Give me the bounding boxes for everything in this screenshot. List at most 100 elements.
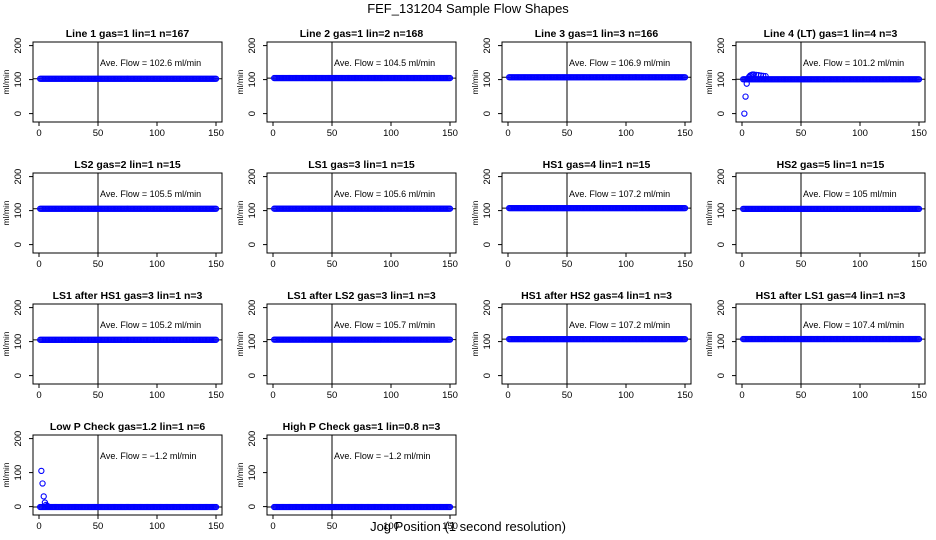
y-tick-label: 200 [13,431,24,447]
x-tick-label: 50 [562,128,573,139]
y-axis-label: ml/min [1,69,11,94]
panel-3: Line 3 gas=1 lin=3 n=166 ml/min 0 100 200 0 50… [470,28,693,139]
y-tick-label: 200 [247,169,258,185]
x-tick-label: 50 [327,259,338,270]
x-tick-label: 50 [796,128,807,139]
y-axis-label: ml/min [704,331,714,356]
x-tick-label: 50 [327,390,338,401]
plot-frame [32,303,223,385]
panel-9: LS1 after HS1 gas=3 lin=1 n=3 ml/min 0 100 2… [1,290,224,401]
x-tick-label: 0 [270,521,275,532]
plot-frame [735,41,926,123]
y-tick-label: 200 [716,300,727,316]
y-tick-label: 0 [482,242,493,247]
plot-frame [32,41,223,123]
panel-title: High P Check gas=1 lin=0.8 n=3 [283,421,441,433]
series-points [37,205,220,212]
plot-frame [32,172,223,254]
y-tick-label: 0 [247,242,258,247]
average-flow-annotation: Ave. Flow = 107.2 ml/min [569,189,670,199]
x-tick-label: 150 [208,259,224,270]
y-tick-label: 0 [13,111,24,116]
y-tick-label: 200 [247,38,258,54]
y-tick-label: 100 [13,334,24,350]
panel-title: HS2 gas=5 lin=1 n=15 [777,159,885,171]
series-points [271,503,454,511]
y-tick-label: 200 [13,300,24,316]
x-tick-label: 50 [93,128,104,139]
data-point [915,205,923,213]
series-points [506,74,689,81]
x-tick-label: 0 [505,259,510,270]
data-point [212,75,220,82]
series-points [271,336,454,343]
y-axis-label: ml/min [235,200,245,225]
y-tick-label: 0 [247,504,258,509]
panel-title: Line 1 gas=1 lin=1 n=167 [66,28,190,40]
panel-4: Line 4 (LT) gas=1 lin=4 n=3 ml/min 0 100 200… [704,28,927,139]
y-tick-label: 100 [13,72,24,88]
y-axis-label: ml/min [470,200,480,225]
data-point [681,336,689,343]
y-tick-label: 200 [716,169,727,185]
x-tick-label: 50 [93,259,104,270]
data-point [760,72,767,80]
data-point [915,335,923,343]
panel-title: Line 2 gas=1 lin=2 n=168 [300,28,424,40]
y-axis-label: ml/min [1,462,11,487]
x-tick-label: 150 [911,390,927,401]
panel-title: LS2 gas=2 lin=1 n=15 [74,159,181,171]
y-axis-label: ml/min [235,462,245,487]
data-point [40,493,47,500]
plot-frame [501,41,692,123]
y-tick-label: 0 [482,373,493,378]
x-tick-label: 150 [442,390,458,401]
x-tick-label: 0 [36,390,41,401]
series-points [506,336,689,343]
series-points [740,335,923,343]
x-tick-label: 100 [149,128,165,139]
series-points [506,205,689,212]
y-tick-label: 0 [482,111,493,116]
panel-title: Line 3 gas=1 lin=3 n=166 [535,28,659,40]
x-tick-label: 50 [562,259,573,270]
y-tick-label: 200 [247,431,258,447]
y-axis-label: ml/min [470,331,480,356]
x-tick-label: 150 [677,390,693,401]
average-flow-annotation: Ave. Flow = 105.6 ml/min [334,189,435,199]
x-tick-label: 100 [618,128,634,139]
x-tick-label: 0 [505,390,510,401]
series-points [271,74,454,82]
x-tick-label: 0 [739,128,744,139]
x-tick-label: 100 [852,128,868,139]
x-tick-label: 150 [208,521,224,532]
x-axis-label: Jog Position (1 second resolution) [370,519,566,534]
panel-title: LS1 gas=3 lin=1 n=15 [308,159,415,171]
y-axis-label: ml/min [470,69,480,94]
data-point [45,503,52,510]
y-tick-label: 0 [716,242,727,247]
x-tick-label: 50 [796,259,807,270]
x-tick-label: 150 [677,259,693,270]
data-point [446,205,454,212]
average-flow-annotation: Ave. Flow = 102.6 ml/min [100,58,201,68]
y-tick-label: 100 [482,203,493,219]
panel-8: HS2 gas=5 lin=1 n=15 ml/min 0 100 200 0 50 100 1… [704,159,927,270]
x-tick-label: 0 [36,521,41,532]
panel-14: High P Check gas=1 lin=0.8 n=3 ml/min 0 100… [235,421,458,532]
plot-frame [266,303,457,385]
y-tick-label: 0 [13,504,24,509]
data-point [39,480,46,487]
data-point [212,205,220,212]
y-tick-label: 0 [716,373,727,378]
data-point [915,76,923,83]
x-tick-label: 150 [677,128,693,139]
y-tick-label: 0 [247,111,258,116]
x-tick-label: 0 [270,390,275,401]
panel-12: HS1 after LS1 gas=4 lin=1 n=3 ml/min 0 100 2… [704,290,927,401]
x-tick-label: 0 [270,128,275,139]
y-tick-label: 100 [247,203,258,219]
data-point [742,93,749,100]
